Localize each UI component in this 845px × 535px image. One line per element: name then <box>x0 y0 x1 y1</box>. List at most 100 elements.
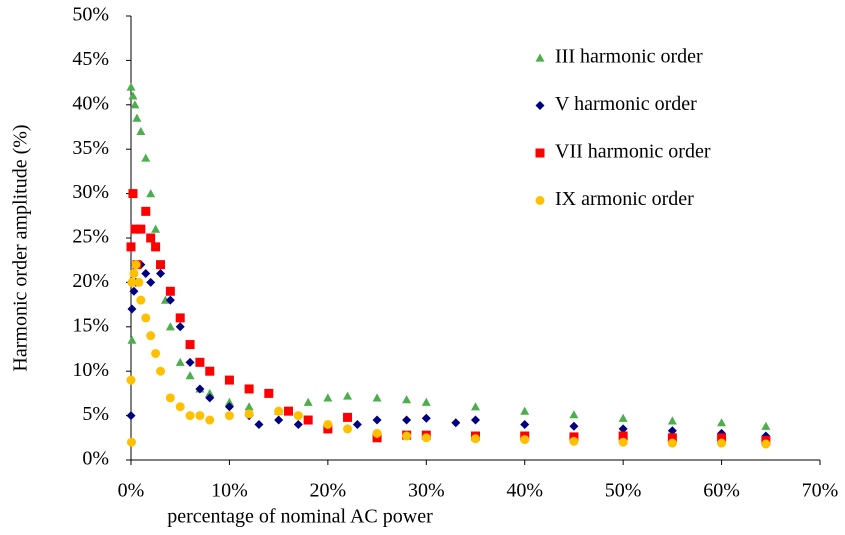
point <box>343 424 353 434</box>
point <box>323 419 333 429</box>
point <box>141 269 151 279</box>
x-tick-label: 40% <box>506 480 543 502</box>
y-tick-label: 20% <box>72 270 109 292</box>
point <box>195 357 205 367</box>
legend-label: III harmonic order <box>555 46 703 68</box>
point <box>343 412 353 422</box>
point <box>127 277 137 287</box>
point <box>569 421 579 431</box>
point <box>130 100 140 109</box>
point <box>127 304 137 314</box>
point <box>205 388 215 397</box>
point <box>402 415 412 425</box>
x-tick-label: 70% <box>802 480 839 502</box>
point <box>165 322 175 331</box>
point <box>352 419 362 429</box>
point <box>323 393 333 402</box>
legend-marker <box>535 53 545 62</box>
legend-marker <box>535 101 545 110</box>
point <box>372 393 382 402</box>
point <box>421 413 431 423</box>
point <box>126 242 136 252</box>
point <box>618 431 628 441</box>
y-tick-label: 30% <box>72 181 109 203</box>
x-tick-label: 0% <box>118 480 145 502</box>
point <box>146 189 156 198</box>
point <box>146 277 156 287</box>
point <box>132 113 142 122</box>
point <box>520 419 530 429</box>
point <box>175 357 185 366</box>
point <box>451 418 461 428</box>
point <box>156 260 166 270</box>
point <box>205 366 215 376</box>
point <box>761 439 771 449</box>
point <box>372 415 382 425</box>
point <box>372 428 382 438</box>
point <box>129 286 139 296</box>
y-tick-label: 35% <box>72 137 109 159</box>
legend-label: V harmonic order <box>555 93 697 115</box>
point <box>146 331 156 341</box>
point <box>175 313 185 323</box>
point <box>141 153 151 162</box>
point <box>667 433 677 443</box>
point <box>618 413 628 422</box>
point <box>283 406 293 416</box>
point <box>293 419 303 429</box>
point <box>156 366 166 376</box>
point <box>520 406 530 415</box>
point <box>569 436 579 446</box>
point <box>134 277 144 287</box>
point <box>126 411 136 421</box>
point <box>618 424 628 434</box>
y-tick-label: 5% <box>82 403 109 425</box>
point <box>185 340 195 350</box>
point <box>151 242 161 252</box>
point <box>520 435 530 445</box>
point <box>421 433 431 443</box>
point <box>185 357 195 367</box>
y-tick-label: 0% <box>82 448 109 470</box>
point <box>129 269 139 279</box>
point <box>156 269 166 279</box>
point <box>141 206 151 216</box>
point <box>165 295 175 305</box>
point <box>185 411 195 421</box>
legend-marker <box>535 196 545 205</box>
point <box>303 397 313 406</box>
point <box>126 437 136 447</box>
point <box>146 233 156 243</box>
point <box>244 384 254 394</box>
point <box>165 393 175 403</box>
x-axis-title: percentage of nominal AC power <box>167 506 433 528</box>
point <box>224 375 234 385</box>
point <box>471 402 480 411</box>
point <box>667 438 677 448</box>
y-tick-label: 50% <box>72 4 109 26</box>
point <box>402 395 412 404</box>
point <box>244 409 254 419</box>
point <box>264 388 274 398</box>
point <box>141 313 151 323</box>
point <box>175 402 185 412</box>
point <box>421 397 431 406</box>
point <box>717 433 727 443</box>
x-tick-label: 30% <box>408 480 445 502</box>
point <box>195 411 205 421</box>
legend-label: IX armonic order <box>555 188 694 210</box>
point <box>126 82 136 91</box>
point <box>303 415 313 425</box>
point <box>151 348 161 358</box>
point <box>205 393 215 403</box>
point <box>165 286 175 296</box>
point <box>131 260 141 270</box>
point <box>761 421 771 430</box>
point <box>293 411 303 421</box>
point <box>244 402 254 411</box>
point <box>274 415 284 425</box>
point <box>224 411 234 421</box>
point <box>343 391 353 400</box>
